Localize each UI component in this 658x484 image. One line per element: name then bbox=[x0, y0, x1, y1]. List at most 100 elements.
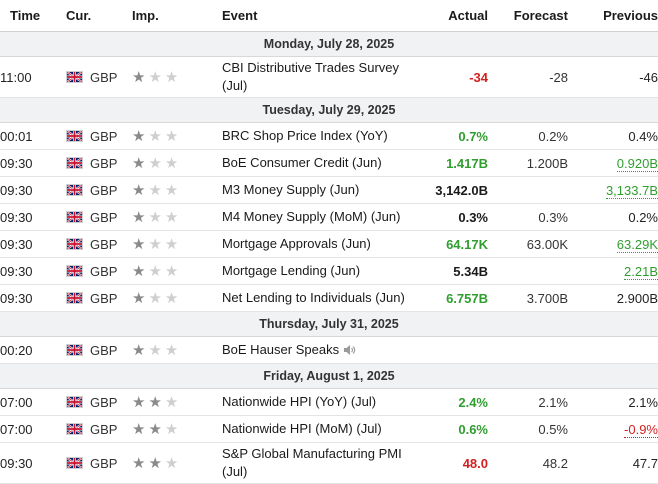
previous-value: 47.7 bbox=[632, 455, 658, 471]
star-icon: ★ bbox=[132, 262, 146, 280]
uk-flag-icon bbox=[66, 129, 83, 142]
event-row[interactable]: 09:30 GBP ★ ★ ★ Mortgage Lending (Jun) 5.3… bbox=[0, 257, 658, 285]
importance-stars: ★ ★ ★ bbox=[132, 388, 222, 416]
actual-value: 0.7% bbox=[458, 128, 488, 144]
event-previous: 0.4% bbox=[568, 122, 658, 150]
event-actual: 64.17K bbox=[410, 230, 488, 258]
star-icon: ★ bbox=[148, 393, 162, 411]
currency-code: GBP bbox=[90, 394, 118, 410]
star-icon: ★ bbox=[148, 289, 162, 307]
event-previous: 3,133.7B bbox=[568, 176, 658, 204]
event-time: 11:00 bbox=[0, 56, 66, 98]
event-title: M3 Money Supply (Jun) bbox=[222, 182, 360, 197]
event-row[interactable]: 09:30 GBP ★ ★ ★ Net Lending to Individuals… bbox=[0, 284, 658, 312]
event-previous: 47.7 bbox=[568, 442, 658, 484]
importance-stars: ★ ★ ★ bbox=[132, 284, 222, 312]
event-time: 07:00 bbox=[0, 388, 66, 416]
star-icon: ★ bbox=[164, 393, 179, 411]
event-title: Nationwide HPI (YoY) (Jul) bbox=[222, 394, 377, 409]
date-label: Friday, August 1, 2025 bbox=[0, 363, 658, 389]
previous-value: 0.920B bbox=[616, 155, 658, 172]
star-icon: ★ bbox=[148, 127, 162, 145]
event-row[interactable]: 09:30 GBP ★ ★ ★ M4 Money Supply (MoM) (Jun… bbox=[0, 203, 658, 231]
event-row[interactable]: 00:01 GBP ★ ★ ★ BRC Shop Price Index (YoY)… bbox=[0, 122, 658, 150]
event-name[interactable]: CBI Distributive Trades Survey (Jul) bbox=[222, 56, 410, 98]
uk-flag-icon bbox=[66, 456, 83, 469]
event-period: (Jul) bbox=[222, 464, 248, 479]
event-actual: 1.417B bbox=[410, 149, 488, 177]
header-currency[interactable]: Cur. bbox=[66, 0, 132, 32]
star-icon: ★ bbox=[148, 341, 162, 359]
importance-stars: ★ ★ ★ bbox=[132, 203, 222, 231]
actual-value: 3,142.0B bbox=[435, 182, 488, 198]
date-row: Tuesday, July 29, 2025 bbox=[0, 97, 658, 123]
event-title: Nationwide HPI (MoM) (Jul) bbox=[222, 421, 382, 436]
event-time: 09:30 bbox=[0, 257, 66, 285]
header-forecast[interactable]: Forecast bbox=[488, 0, 568, 32]
event-currency: GBP bbox=[66, 415, 132, 443]
event-name[interactable]: BoE Hauser Speaks bbox=[222, 336, 410, 364]
event-previous: 2.1% bbox=[568, 388, 658, 416]
star-icon: ★ bbox=[148, 208, 162, 226]
star-icon: ★ bbox=[164, 127, 179, 145]
star-icon: ★ bbox=[132, 181, 146, 199]
event-forecast bbox=[488, 176, 568, 204]
header-time[interactable]: Time bbox=[0, 0, 66, 32]
event-name[interactable]: Net Lending to Individuals (Jun) bbox=[222, 284, 410, 312]
event-row[interactable]: 11:00 GBP ★ ★ ★ CBI Distributive Trades Su… bbox=[0, 56, 658, 98]
event-name[interactable]: M3 Money Supply (Jun) bbox=[222, 176, 410, 204]
previous-value: -46 bbox=[639, 69, 658, 85]
event-forecast: 0.5% bbox=[488, 415, 568, 443]
event-row[interactable]: 00:20 GBP ★ ★ ★ BoE Hauser Speaks bbox=[0, 336, 658, 364]
star-icon: ★ bbox=[164, 208, 179, 226]
event-row[interactable]: 07:00 GBP ★ ★ ★ Nationwide HPI (YoY) (Jul)… bbox=[0, 388, 658, 416]
event-previous: 0.920B bbox=[568, 149, 658, 177]
star-icon: ★ bbox=[164, 235, 179, 253]
event-actual: 2.4% bbox=[410, 388, 488, 416]
event-name[interactable]: BRC Shop Price Index (YoY) bbox=[222, 122, 410, 150]
star-icon: ★ bbox=[132, 208, 146, 226]
event-previous bbox=[568, 336, 658, 364]
actual-value: 1.417B bbox=[446, 155, 488, 171]
star-icon: ★ bbox=[164, 181, 179, 199]
event-currency: GBP bbox=[66, 257, 132, 285]
event-row[interactable]: 07:00 GBP ★ ★ ★ Nationwide HPI (MoM) (Jul)… bbox=[0, 415, 658, 443]
event-name[interactable]: Nationwide HPI (YoY) (Jul) bbox=[222, 388, 410, 416]
importance-stars: ★ ★ ★ bbox=[132, 336, 222, 364]
star-icon: ★ bbox=[164, 262, 179, 280]
event-time: 09:30 bbox=[0, 442, 66, 484]
actual-value: 5.34B bbox=[453, 263, 488, 279]
forecast-value: 0.3% bbox=[538, 209, 568, 225]
event-row[interactable]: 09:30 GBP ★ ★ ★ Mortgage Approvals (Jun) 6… bbox=[0, 230, 658, 258]
star-icon: ★ bbox=[132, 235, 146, 253]
header-previous[interactable]: Previous bbox=[568, 0, 658, 32]
importance-stars: ★ ★ ★ bbox=[132, 230, 222, 258]
header-importance[interactable]: Imp. bbox=[132, 0, 222, 32]
event-forecast: 0.3% bbox=[488, 203, 568, 231]
event-name[interactable]: Mortgage Approvals (Jun) bbox=[222, 230, 410, 258]
header-actual[interactable]: Actual bbox=[410, 0, 488, 32]
star-icon: ★ bbox=[148, 420, 162, 438]
event-name[interactable]: Nationwide HPI (MoM) (Jul) bbox=[222, 415, 410, 443]
event-name[interactable]: S&P Global Manufacturing PMI (Jul) bbox=[222, 442, 410, 484]
event-previous: -46 bbox=[568, 56, 658, 98]
star-icon: ★ bbox=[164, 420, 179, 438]
event-time: 09:30 bbox=[0, 284, 66, 312]
event-previous: -0.9% bbox=[568, 415, 658, 443]
event-previous: 2.21B bbox=[568, 257, 658, 285]
currency-code: GBP bbox=[90, 290, 118, 306]
event-row[interactable]: 09:30 GBP ★ ★ ★ M3 Money Supply (Jun) 3,14… bbox=[0, 176, 658, 204]
uk-flag-icon bbox=[66, 343, 83, 356]
event-currency: GBP bbox=[66, 56, 132, 98]
event-name[interactable]: Mortgage Lending (Jun) bbox=[222, 257, 410, 285]
event-name[interactable]: BoE Consumer Credit (Jun) bbox=[222, 149, 410, 177]
event-currency: GBP bbox=[66, 336, 132, 364]
event-row[interactable]: 09:30 GBP ★ ★ ★ BoE Consumer Credit (Jun) … bbox=[0, 149, 658, 177]
event-name[interactable]: M4 Money Supply (MoM) (Jun) bbox=[222, 203, 410, 231]
event-row[interactable]: 09:30 GBP ★ ★ ★ S&P Global Manufacturing P… bbox=[0, 442, 658, 484]
currency-code: GBP bbox=[90, 155, 118, 171]
event-currency: GBP bbox=[66, 230, 132, 258]
event-title: Mortgage Lending (Jun) bbox=[222, 263, 361, 278]
header-event[interactable]: Event bbox=[222, 0, 410, 32]
currency-code: GBP bbox=[90, 342, 118, 358]
